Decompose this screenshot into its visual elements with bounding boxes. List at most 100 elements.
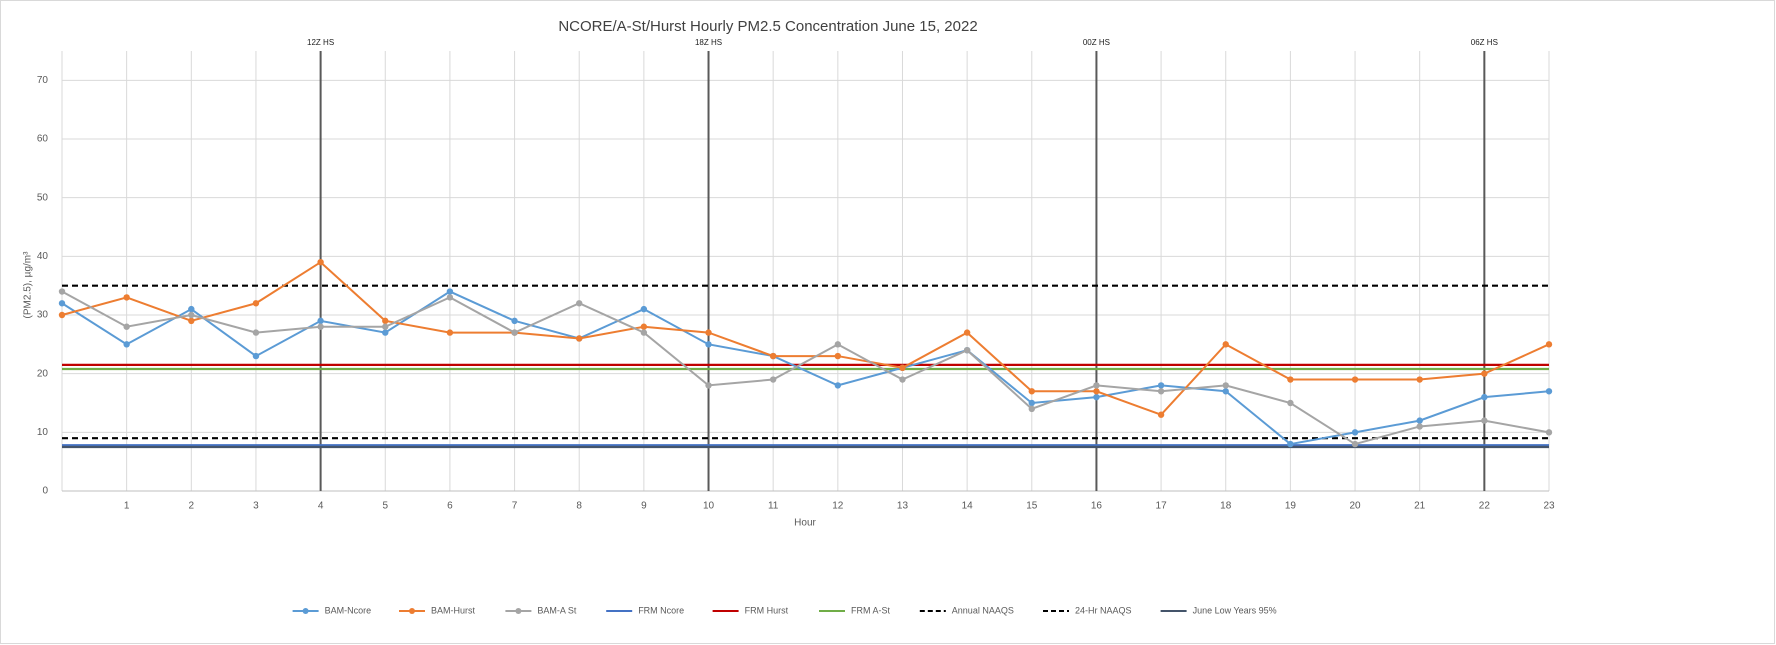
legend-item: BAM-Ncore: [292, 605, 371, 615]
data-point: [705, 382, 712, 389]
data-point: [1093, 388, 1100, 395]
data-point: [446, 294, 454, 301]
data-point: [58, 300, 66, 307]
x-tick-label: 11: [768, 501, 779, 512]
data-point: [1351, 376, 1359, 383]
data-point: [1093, 393, 1100, 401]
x-tick-label: 21: [1414, 501, 1426, 512]
x-tick-label: 20: [1349, 501, 1361, 512]
marker-label: 12Z HS: [307, 38, 334, 47]
x-tick-label: 8: [576, 501, 582, 512]
data-point: [640, 329, 648, 336]
data-point: [1222, 341, 1229, 348]
legend-label: 24-Hr NAAQS: [1075, 605, 1132, 615]
data-point: [382, 323, 389, 330]
x-tick-label: 19: [1285, 501, 1297, 512]
data-point: [123, 294, 130, 301]
data-point: [899, 376, 906, 383]
x-tick-label: 14: [962, 501, 974, 512]
legend-item: FRM Hurst: [712, 605, 789, 615]
data-point: [963, 329, 971, 336]
data-point: [446, 329, 454, 336]
x-tick-label: 10: [703, 501, 715, 512]
data-point: [834, 382, 842, 389]
x-axis-label: Hour: [794, 518, 816, 529]
data-point: [1545, 341, 1553, 348]
chart-title: NCORE/A-St/Hurst Hourly PM2.5 Concentrat…: [558, 18, 977, 35]
y-tick-label: 0: [42, 486, 48, 497]
legend-marker: [515, 608, 522, 614]
legend-marker: [302, 608, 309, 614]
y-tick-label: 20: [37, 368, 49, 379]
data-point: [1028, 388, 1035, 395]
x-tick-label: 7: [512, 501, 518, 512]
data-point: [576, 300, 583, 307]
legend-label: FRM Hurst: [745, 605, 789, 615]
data-point: [1545, 388, 1553, 395]
data-point: [58, 311, 66, 319]
data-point: [188, 317, 195, 325]
data-point: [1351, 440, 1359, 448]
x-tick-label: 6: [447, 501, 453, 512]
data-point: [1287, 440, 1294, 448]
legend-item: 24-Hr NAAQS: [1043, 605, 1132, 615]
x-tick-label: 3: [253, 501, 259, 512]
data-point: [1416, 423, 1423, 430]
x-tick-label: 2: [189, 501, 195, 512]
data-point: [188, 305, 195, 313]
data-point: [317, 317, 324, 325]
marker-label: 18Z HS: [695, 38, 722, 47]
series-line: [61, 260, 1550, 416]
data-point: [1545, 429, 1553, 436]
data-point: [1028, 405, 1035, 413]
y-tick-label: 60: [37, 134, 49, 145]
legend-item: FRM A-St: [819, 605, 891, 615]
data-point: [123, 323, 130, 330]
marker-label: 06Z HS: [1471, 38, 1498, 47]
legend-item: FRM Ncore: [606, 605, 684, 615]
x-tick-label: 9: [641, 501, 647, 512]
x-tick-label: 5: [382, 501, 388, 512]
data-point: [446, 288, 454, 295]
data-point: [1416, 417, 1423, 424]
data-point: [963, 347, 971, 354]
legend-label: FRM Ncore: [638, 605, 684, 615]
data-point: [382, 317, 389, 325]
marker-label: 00Z HS: [1083, 38, 1110, 47]
data-point: [1222, 382, 1229, 389]
series-line: [61, 290, 1550, 446]
y-tick-label: 30: [37, 310, 49, 321]
data-point: [317, 259, 324, 266]
legend-label: FRM A-St: [851, 605, 891, 615]
data-point: [252, 300, 260, 307]
data-point: [252, 329, 260, 336]
y-tick-label: 70: [37, 75, 49, 86]
legend-label: Annual NAAQS: [952, 605, 1014, 615]
data-point: [123, 341, 130, 348]
data-point: [188, 311, 195, 319]
x-tick-label: 16: [1091, 501, 1103, 512]
data-point: [834, 352, 842, 360]
data-point: [1157, 411, 1165, 418]
legend-item: Annual NAAQS: [919, 605, 1014, 615]
x-tick-label: 22: [1479, 501, 1491, 512]
x-tick-label: 23: [1543, 501, 1555, 512]
data-point: [705, 329, 712, 336]
legend-item: BAM-Hurst: [399, 605, 476, 615]
legend-label: BAM-Hurst: [431, 605, 476, 615]
data-point: [769, 352, 777, 360]
data-point: [834, 341, 842, 348]
y-tick-label: 40: [37, 251, 49, 262]
data-point: [1481, 417, 1488, 424]
data-point: [317, 323, 324, 330]
y-tick-label: 50: [37, 192, 49, 203]
data-point: [1481, 370, 1488, 377]
legend-marker: [409, 608, 415, 614]
data-point: [1351, 429, 1359, 436]
data-point: [640, 323, 648, 330]
data-point: [1028, 399, 1035, 407]
data-point: [1157, 388, 1165, 395]
data-point: [1222, 388, 1229, 395]
